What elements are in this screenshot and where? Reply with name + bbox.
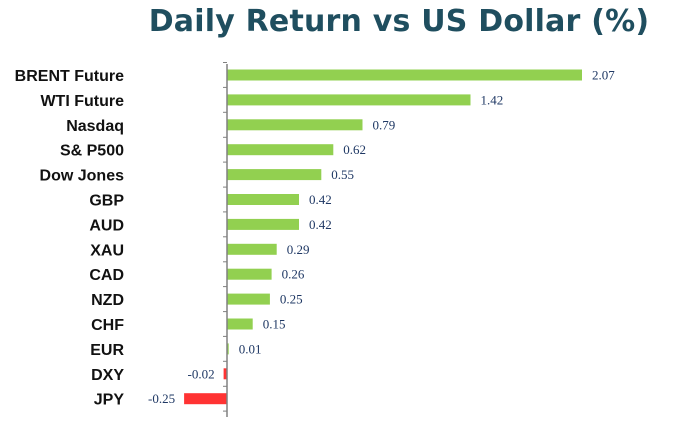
bar [227, 218, 299, 230]
value-label: 0.62 [343, 142, 366, 157]
bar [223, 368, 227, 380]
category-label: GBP [89, 193, 124, 210]
category-label: XAU [90, 242, 124, 259]
chart-title: Daily Return vs US Dollar (%) [148, 4, 650, 39]
category-label: AUD [89, 217, 124, 234]
bar [227, 318, 253, 330]
bar [227, 243, 277, 255]
bar [227, 169, 322, 181]
category-label: WTI Future [40, 93, 124, 110]
bar [227, 69, 582, 81]
bar [227, 293, 270, 305]
value-label: 2.07 [592, 68, 615, 83]
bar [227, 144, 334, 156]
bar [227, 343, 229, 355]
bar [227, 194, 299, 205]
value-label: 0.01 [239, 341, 262, 356]
bar [227, 94, 471, 106]
category-label: Nasdaq [66, 118, 124, 135]
category-label: BRENT Future [15, 68, 124, 85]
category-label: S& P500 [60, 143, 124, 160]
value-label: -0.02 [188, 366, 215, 381]
value-label: 0.55 [331, 167, 354, 182]
value-label: -0.25 [148, 391, 175, 406]
value-label: 0.25 [280, 292, 303, 307]
category-label: EUR [90, 342, 124, 359]
value-label: 0.29 [287, 242, 310, 257]
value-label: 0.42 [309, 217, 332, 232]
category-label: Dow Jones [40, 168, 125, 185]
category-label: CAD [89, 267, 124, 284]
value-label: 0.26 [282, 267, 305, 282]
value-label: 0.15 [263, 317, 286, 332]
bar [227, 268, 272, 280]
category-label: CHF [91, 317, 124, 334]
value-label: 0.79 [373, 117, 396, 132]
value-label: 1.42 [481, 92, 504, 107]
category-label: NZD [91, 292, 124, 309]
bar [184, 393, 227, 405]
value-label: 0.42 [309, 192, 332, 207]
category-label: JPY [94, 392, 125, 409]
bar [227, 119, 363, 131]
category-label: DXY [91, 367, 124, 384]
